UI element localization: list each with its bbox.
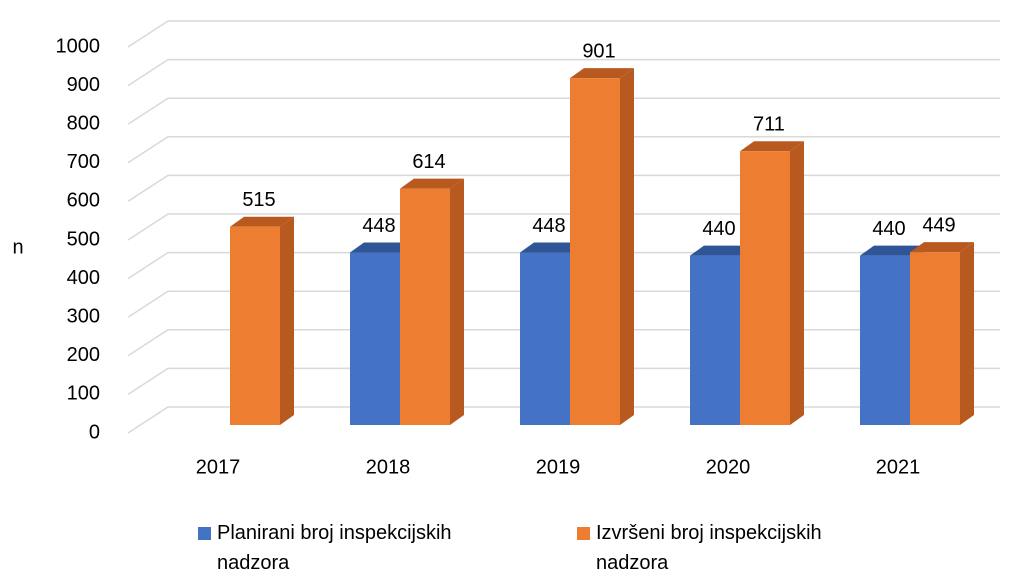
bar [400,188,450,425]
bar-top [690,245,754,256]
value-label: 711 [753,114,785,136]
legend-item: Izvršeni broj inspekcijskih nadzora [577,518,896,574]
bar [910,252,960,425]
value-label: 614 [412,151,445,173]
bar-top [400,178,464,189]
grid-line [127,58,1000,87]
value-label: 448 [362,215,395,237]
x-tick-label: 2018 [366,456,411,478]
bar [520,252,570,425]
bar [740,151,790,425]
bar-top [910,242,974,253]
value-label: 440 [702,218,735,240]
legend-swatch [577,527,590,540]
legend: Planirani broj inspekcijskih nadzora Izvr… [198,518,956,574]
bar-top [570,68,634,79]
grid-line [127,136,1000,164]
y-tick-label: 700 [67,151,100,173]
value-label: 901 [582,40,615,62]
bar-side [280,216,294,425]
grid-line [127,213,1000,241]
y-tick-label: 900 [67,74,100,96]
y-tick-label: 400 [67,267,100,289]
bar-top [230,216,294,227]
bar-side [450,178,464,425]
bar [230,226,280,425]
x-tick-label: 2017 [196,456,241,478]
x-tick-label: 2020 [706,456,751,478]
bar-side [960,242,974,425]
bar-top [350,242,414,253]
legend-label: Planirani broj inspekcijskih nadzora [217,522,452,574]
bar-side [620,68,634,426]
bar-top [520,242,584,253]
grid-line [127,97,1000,125]
y-tick-label: 300 [67,305,100,327]
bar-side [790,141,804,425]
legend-item: Planirani broj inspekcijskih nadzora [198,518,517,574]
bar [570,78,620,426]
value-label: 515 [242,189,275,211]
bar [350,252,400,425]
legend-label: Izvršeni broj inspekcijskih nadzora [596,522,822,574]
y-tick-label: 100 [67,383,100,405]
y-tick-label: 800 [67,112,100,134]
value-label: 440 [872,218,905,240]
value-label: 448 [532,215,565,237]
value-label: 449 [922,214,955,236]
bar [860,255,910,425]
grid-line [127,174,1000,203]
y-tick-label: 1000 [56,35,101,57]
y-tick-label: 200 [67,344,100,366]
grid-line [127,20,1000,48]
x-tick-label: 2019 [536,456,581,478]
bar-top [860,245,924,256]
y-tick-label: 500 [67,228,100,250]
y-tick-label: 0 [89,421,100,443]
y-tick-label: 600 [67,190,100,212]
bar-top [740,141,804,152]
legend-swatch [198,527,211,540]
x-tick-label: 2021 [876,456,921,478]
bar [690,255,740,425]
y-axis-label: n [12,236,23,258]
